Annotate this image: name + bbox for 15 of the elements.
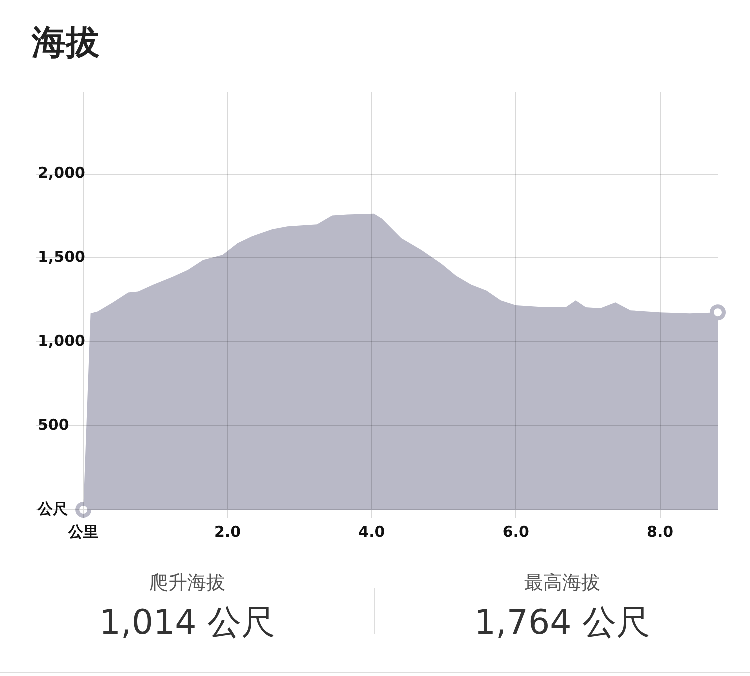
x-tick-label: 4.0 bbox=[358, 522, 386, 541]
chart-title: 海拔 bbox=[32, 22, 100, 65]
y-tick-label: 1,500 bbox=[38, 248, 86, 266]
text: 1,764 公尺 bbox=[473, 602, 652, 645]
text: 爬升海拔 bbox=[148, 571, 226, 596]
x-tick-label: 6.0 bbox=[502, 522, 530, 541]
text: 1,014 公尺 bbox=[98, 602, 277, 645]
y-tick-label: 1,000 bbox=[38, 332, 86, 350]
text: 最高海拔 bbox=[524, 571, 602, 596]
y-tick-label: 500 bbox=[38, 416, 70, 434]
y-tick-label: 2,000 bbox=[38, 164, 86, 182]
y-tick-label: 公尺 bbox=[37, 500, 69, 518]
x-tick-label: 8.0 bbox=[647, 522, 674, 541]
x-tick-label: 2.0 bbox=[214, 522, 242, 541]
x-tick-label: 公里 bbox=[68, 522, 99, 541]
